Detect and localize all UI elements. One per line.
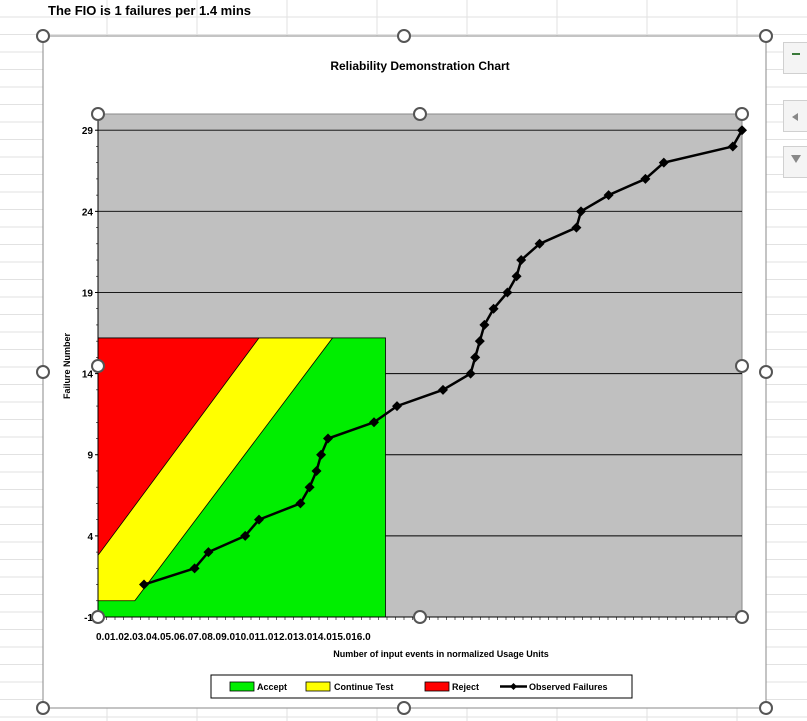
y-tick-label: 24 <box>82 207 94 218</box>
data-point <box>438 384 448 395</box>
data-point <box>571 222 582 233</box>
resize-handle[interactable] <box>413 107 427 121</box>
chart-styles-button[interactable] <box>783 100 807 132</box>
x-tick-labels: 0.01.02.03.04.05.06.07.08.09.010.011.012… <box>96 632 371 643</box>
y-axis-label: Failure Number <box>62 332 72 399</box>
resize-handle[interactable] <box>36 365 50 379</box>
data-point <box>295 498 306 509</box>
legend[interactable]: Accept Continue Test Reject Observed Fai… <box>210 674 633 699</box>
data-point <box>254 514 264 525</box>
resize-handle[interactable] <box>91 359 105 373</box>
resize-handle[interactable] <box>413 610 427 624</box>
chart-styles-brush-icon <box>792 113 798 121</box>
resize-handle[interactable] <box>397 29 411 43</box>
data-point <box>240 530 251 541</box>
data-point <box>392 401 402 412</box>
y-tick-label: 29 <box>82 126 94 137</box>
data-point <box>603 190 614 201</box>
y-tick-label: 14 <box>82 370 94 381</box>
data-point <box>369 417 379 428</box>
data-point <box>323 433 333 444</box>
data-point <box>465 368 476 379</box>
resize-handle[interactable] <box>759 29 773 43</box>
x-minor-ticks <box>97 617 736 620</box>
data-point <box>479 319 490 330</box>
legend-box <box>210 674 633 699</box>
data-point <box>316 449 327 460</box>
resize-handle[interactable] <box>735 610 749 624</box>
chart-elements-plus-icon <box>792 53 800 55</box>
y-tick-label: 9 <box>87 451 93 462</box>
data-point <box>470 352 481 363</box>
legend-item-continue-test[interactable]: Continue Test <box>305 681 393 692</box>
data-point <box>203 547 214 558</box>
legend-item-reject[interactable]: Reject <box>424 681 479 692</box>
data-point <box>658 157 669 168</box>
legend-swatch-continue-test <box>305 681 331 692</box>
resize-handle[interactable] <box>36 29 50 43</box>
data-point <box>474 336 485 347</box>
series-group <box>139 125 747 590</box>
data-point <box>737 125 747 136</box>
y-tick-label: 4 <box>87 532 93 543</box>
resize-handle[interactable] <box>735 359 749 373</box>
y-tick-label: -1 <box>84 613 93 624</box>
data-point <box>640 173 651 184</box>
chart-filter-funnel-icon <box>791 155 801 163</box>
resize-handle[interactable] <box>36 701 50 715</box>
data-point <box>511 271 522 282</box>
legend-swatch-reject <box>424 681 450 692</box>
data-point <box>139 579 149 590</box>
data-point <box>488 303 499 314</box>
chart-filter-button[interactable] <box>783 146 807 178</box>
legend-swatch-accept <box>229 681 255 692</box>
y-tick-label: 19 <box>82 288 94 299</box>
resize-handle[interactable] <box>91 107 105 121</box>
legend-marker-observed-failures <box>510 683 517 690</box>
resize-handle[interactable] <box>759 365 773 379</box>
legend-item-observed-failures[interactable]: Observed Failures <box>500 682 608 692</box>
legend-label-reject: Reject <box>452 682 479 692</box>
x-axis-label: Number of input events in normalized Usa… <box>333 649 549 659</box>
data-point <box>576 206 586 217</box>
chart-title: Reliability Demonstration Chart <box>330 59 509 73</box>
data-point <box>534 238 545 249</box>
info-cell-text[interactable]: The FIO is 1 failures per 1.4 mins <box>48 3 252 18</box>
resize-handle[interactable] <box>397 701 411 715</box>
selection-handles[interactable] <box>36 29 773 715</box>
data-point <box>311 465 322 476</box>
data-point <box>502 287 513 298</box>
resize-handle[interactable] <box>759 701 773 715</box>
legend-label-continue-test: Continue Test <box>334 682 393 692</box>
chart-elements-button[interactable] <box>783 42 807 74</box>
legend-item-accept[interactable]: Accept <box>229 681 287 692</box>
resize-handle[interactable] <box>91 610 105 624</box>
resize-handle[interactable] <box>735 107 749 121</box>
data-point <box>516 255 527 266</box>
legend-label-accept: Accept <box>257 682 287 692</box>
legend-label-observed-failures: Observed Failures <box>529 682 608 692</box>
regions <box>97 337 386 618</box>
data-point <box>304 482 315 493</box>
data-point <box>189 563 200 574</box>
data-point <box>727 141 738 152</box>
